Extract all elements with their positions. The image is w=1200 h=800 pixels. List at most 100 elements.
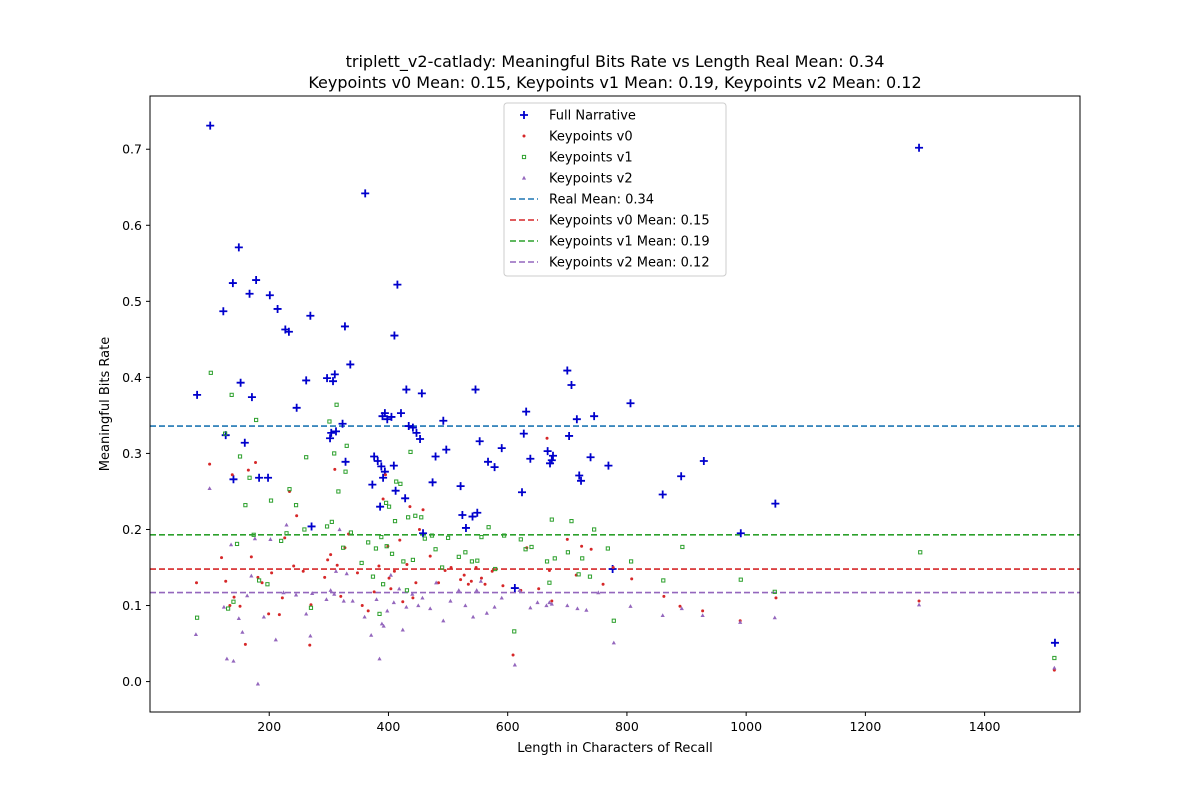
- data-point-s0-15: [273, 304, 282, 313]
- data-point-s3-57: [517, 588, 522, 592]
- data-point-s2-81: [611, 618, 616, 623]
- data-point-s2-1: [208, 370, 213, 375]
- data-point-s3-14: [273, 637, 278, 642]
- data-point-s2-15: [279, 538, 284, 543]
- data-point-s3-15: [281, 590, 286, 595]
- data-point-s0-65: [471, 385, 480, 394]
- data-point-s2-39: [383, 500, 389, 505]
- data-point-s2-74: [565, 550, 571, 555]
- data-point-s0-75: [526, 454, 535, 463]
- data-point-s1-69: [545, 436, 549, 440]
- legend-label-3: Keypoints v2: [549, 172, 633, 187]
- data-point-s2-57: [445, 535, 451, 540]
- data-point-s3-72: [738, 620, 743, 624]
- data-point-s0-64: [468, 512, 477, 521]
- data-point-s0-74: [522, 407, 531, 416]
- data-point-s1-8: [243, 642, 247, 646]
- data-point-s3-38: [397, 586, 402, 591]
- data-point-s2-16: [284, 531, 289, 536]
- data-point-s2-43: [392, 519, 398, 524]
- data-point-s2-23: [327, 419, 332, 424]
- data-point-s2-59: [463, 550, 468, 555]
- data-point-s0-43: [387, 412, 396, 421]
- data-point-s2-2: [223, 431, 228, 436]
- data-point-s0-96: [915, 143, 924, 152]
- data-point-s1-48: [411, 596, 415, 600]
- data-point-s3-67: [611, 640, 616, 645]
- data-point-s0-86: [586, 453, 595, 462]
- legend-label-0: Full Narrative: [549, 109, 636, 124]
- data-point-s1-10: [249, 555, 253, 559]
- data-point-s3-8: [245, 593, 250, 598]
- data-point-s0-23: [326, 434, 335, 443]
- data-point-s2-18: [293, 503, 299, 508]
- data-point-s1-15: [270, 571, 274, 575]
- data-point-s2-64: [493, 566, 498, 572]
- data-point-s0-88: [604, 461, 613, 470]
- data-point-s3-13: [268, 537, 273, 541]
- data-point-s1-77: [611, 566, 615, 570]
- data-point-s2-11: [254, 417, 259, 423]
- data-point-s1-36: [372, 590, 376, 594]
- data-point-s1-0: [195, 581, 198, 585]
- data-point-s3-29: [362, 614, 367, 619]
- data-point-s1-22: [301, 569, 305, 573]
- data-point-s1-13: [260, 581, 264, 585]
- data-point-s3-44: [428, 606, 433, 611]
- data-point-s2-0: [194, 615, 200, 620]
- data-point-s2-53: [422, 536, 427, 541]
- data-point-s1-35: [366, 609, 370, 613]
- y-tick-label-7: 0.7: [122, 142, 142, 157]
- data-point-s3-41: [410, 591, 415, 596]
- legend-mean-label-2: Keypoints v1 Mean: 0.19: [549, 235, 710, 250]
- data-point-s2-46: [401, 559, 406, 564]
- data-point-s3-71: [700, 613, 705, 618]
- data-point-s2-9: [247, 475, 252, 480]
- data-point-s3-73: [772, 615, 777, 620]
- data-point-s0-12: [255, 473, 264, 482]
- data-point-s2-51: [413, 513, 418, 518]
- data-point-s2-34: [370, 574, 376, 579]
- legend-marker-2: [521, 154, 527, 160]
- data-point-s1-3: [224, 579, 228, 583]
- data-point-s0-61: [456, 482, 465, 491]
- data-point-s1-12: [256, 575, 260, 579]
- data-point-s1-30: [339, 594, 343, 598]
- data-point-s0-21: [307, 522, 316, 531]
- data-point-s1-43: [392, 569, 396, 573]
- data-point-s0-93: [699, 457, 708, 466]
- data-point-s0-25: [329, 377, 338, 386]
- data-point-s3-1: [207, 486, 212, 491]
- data-point-s3-36: [388, 572, 393, 577]
- data-point-s1-51: [421, 508, 425, 512]
- data-point-s0-8: [240, 438, 249, 447]
- data-point-s2-65: [502, 533, 507, 538]
- data-point-s0-37: [377, 462, 386, 471]
- data-point-s1-18: [283, 536, 287, 540]
- data-point-s1-81: [701, 609, 705, 613]
- data-point-s0-56: [419, 529, 428, 538]
- data-point-s1-29: [335, 563, 339, 567]
- data-point-s2-69: [529, 544, 534, 550]
- data-point-s3-52: [478, 578, 483, 583]
- data-point-s0-35: [373, 457, 382, 466]
- legend-label-1: Keypoints v0: [549, 130, 633, 145]
- data-point-s1-49: [414, 581, 418, 585]
- data-point-s1-62: [483, 582, 487, 586]
- data-point-s0-2: [219, 307, 228, 316]
- data-point-s2-25: [332, 451, 337, 456]
- data-point-s0-28: [338, 419, 347, 428]
- data-point-s2-68: [523, 547, 528, 552]
- data-point-s1-34: [360, 604, 364, 608]
- data-point-s3-33: [379, 621, 385, 626]
- data-point-s1-78: [630, 577, 634, 581]
- data-point-s3-54: [492, 604, 497, 609]
- data-point-s0-6: [234, 243, 243, 252]
- data-point-s0-76: [543, 447, 552, 456]
- data-point-s0-70: [497, 444, 506, 453]
- data-point-s2-58: [456, 554, 461, 559]
- data-point-s0-54: [416, 434, 425, 443]
- data-point-s1-76: [601, 582, 605, 586]
- data-point-s1-25: [323, 575, 327, 579]
- data-point-s0-73: [519, 429, 528, 438]
